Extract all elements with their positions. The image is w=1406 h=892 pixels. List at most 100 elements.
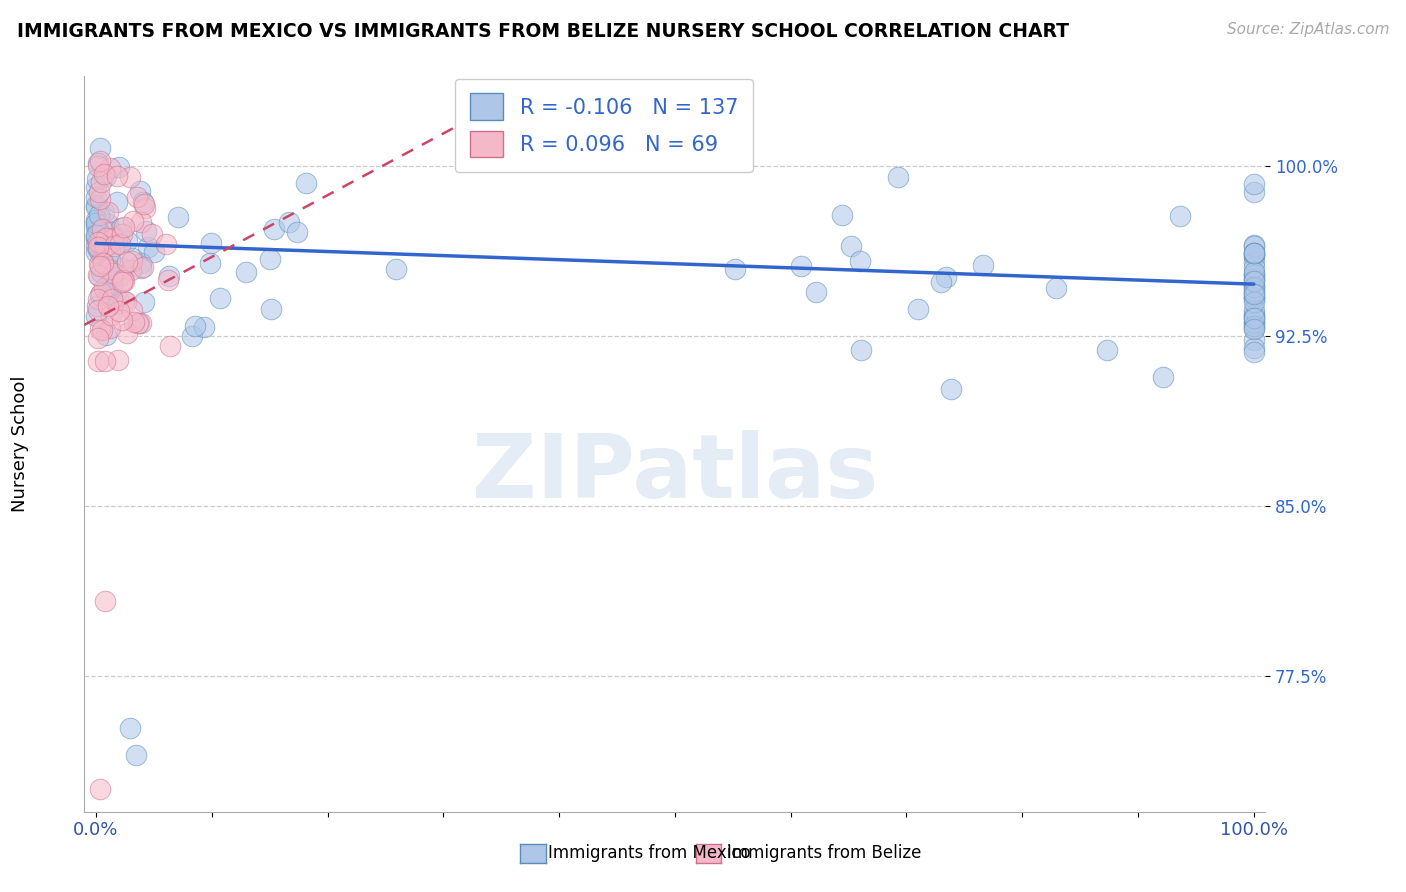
Point (96, 169, 118, 183)
Point (87, 331, 110, 345)
Point (131, 316, 153, 330)
Point (941, 382, 963, 396)
Point (98, 246, 121, 260)
Point (136, 240, 159, 254)
Point (385, 262, 408, 277)
Point (110, 221, 132, 235)
Point (907, 302, 929, 317)
Point (111, 273, 134, 287)
Point (107, 160, 129, 174)
Point (110, 268, 132, 282)
Point (108, 304, 131, 318)
Point (1243, 248, 1265, 262)
Point (128, 316, 150, 330)
Point (98, 253, 121, 268)
Point (101, 225, 124, 239)
Point (1243, 237, 1265, 252)
Point (790, 259, 813, 273)
Point (1243, 294, 1265, 309)
Point (1243, 249, 1265, 263)
Point (1243, 271, 1265, 285)
Point (1243, 322, 1265, 336)
Point (132, 260, 155, 275)
Point (132, 294, 155, 309)
Point (929, 276, 952, 290)
Point (1243, 285, 1265, 300)
Point (1243, 334, 1265, 348)
Point (121, 251, 143, 265)
Point (1243, 315, 1265, 329)
Point (972, 258, 994, 272)
Point (89, 208, 111, 222)
Point (97, 237, 120, 252)
Point (935, 269, 957, 284)
Point (89, 141, 111, 155)
Point (89, 235, 111, 250)
Point (849, 253, 872, 268)
Point (105, 297, 128, 311)
Point (1243, 280, 1265, 294)
Point (91, 222, 114, 236)
Point (97, 299, 120, 313)
Point (105, 236, 128, 251)
Point (93, 240, 115, 254)
Point (87, 268, 110, 283)
Y-axis label: Nursery School: Nursery School (11, 376, 28, 512)
Point (1152, 370, 1174, 384)
Point (89, 246, 111, 260)
Point (198, 256, 221, 270)
Point (101, 292, 124, 306)
Point (90, 285, 112, 300)
Point (90, 175, 112, 189)
Point (84, 231, 107, 245)
Point (84, 201, 107, 215)
Point (831, 209, 853, 223)
Point (1095, 343, 1118, 357)
Point (120, 721, 142, 735)
Point (84, 190, 107, 204)
Point (1243, 178, 1265, 192)
Point (122, 214, 145, 228)
Point (87, 354, 110, 368)
Point (111, 313, 134, 327)
Point (1243, 291, 1265, 305)
Legend: R = -0.106   N = 137, R = 0.096   N = 69: R = -0.106 N = 137, R = 0.096 N = 69 (456, 78, 752, 172)
Point (93, 167, 115, 181)
Point (90, 265, 112, 279)
Point (1243, 260, 1265, 274)
Point (1243, 268, 1265, 283)
Point (111, 261, 134, 276)
Point (86, 213, 108, 227)
Point (129, 215, 152, 229)
Point (94, 231, 117, 245)
Point (89, 192, 111, 206)
Point (107, 352, 129, 367)
Point (84, 238, 107, 252)
Point (129, 184, 152, 198)
Point (84, 220, 107, 235)
Text: Immigrants from Belize: Immigrants from Belize (727, 844, 921, 862)
Point (84, 228, 107, 243)
Point (159, 339, 181, 353)
Point (100, 308, 122, 322)
Point (841, 238, 863, 252)
Point (125, 748, 148, 763)
Point (115, 294, 138, 309)
Point (97, 288, 120, 302)
Point (98, 262, 121, 277)
Point (101, 266, 124, 280)
Point (115, 235, 138, 249)
Point (166, 210, 188, 224)
Text: IMMIGRANTS FROM MEXICO VS IMMIGRANTS FROM BELIZE NURSERY SCHOOL CORRELATION CHAR: IMMIGRANTS FROM MEXICO VS IMMIGRANTS FRO… (17, 22, 1069, 41)
Point (121, 253, 143, 268)
Point (105, 194, 128, 209)
Point (159, 268, 181, 283)
Point (1243, 272, 1265, 286)
Point (1243, 238, 1265, 252)
Point (87, 268, 110, 282)
Point (115, 255, 138, 269)
Point (98, 321, 121, 335)
Point (235, 265, 257, 279)
Point (98, 287, 121, 301)
Point (135, 224, 157, 238)
